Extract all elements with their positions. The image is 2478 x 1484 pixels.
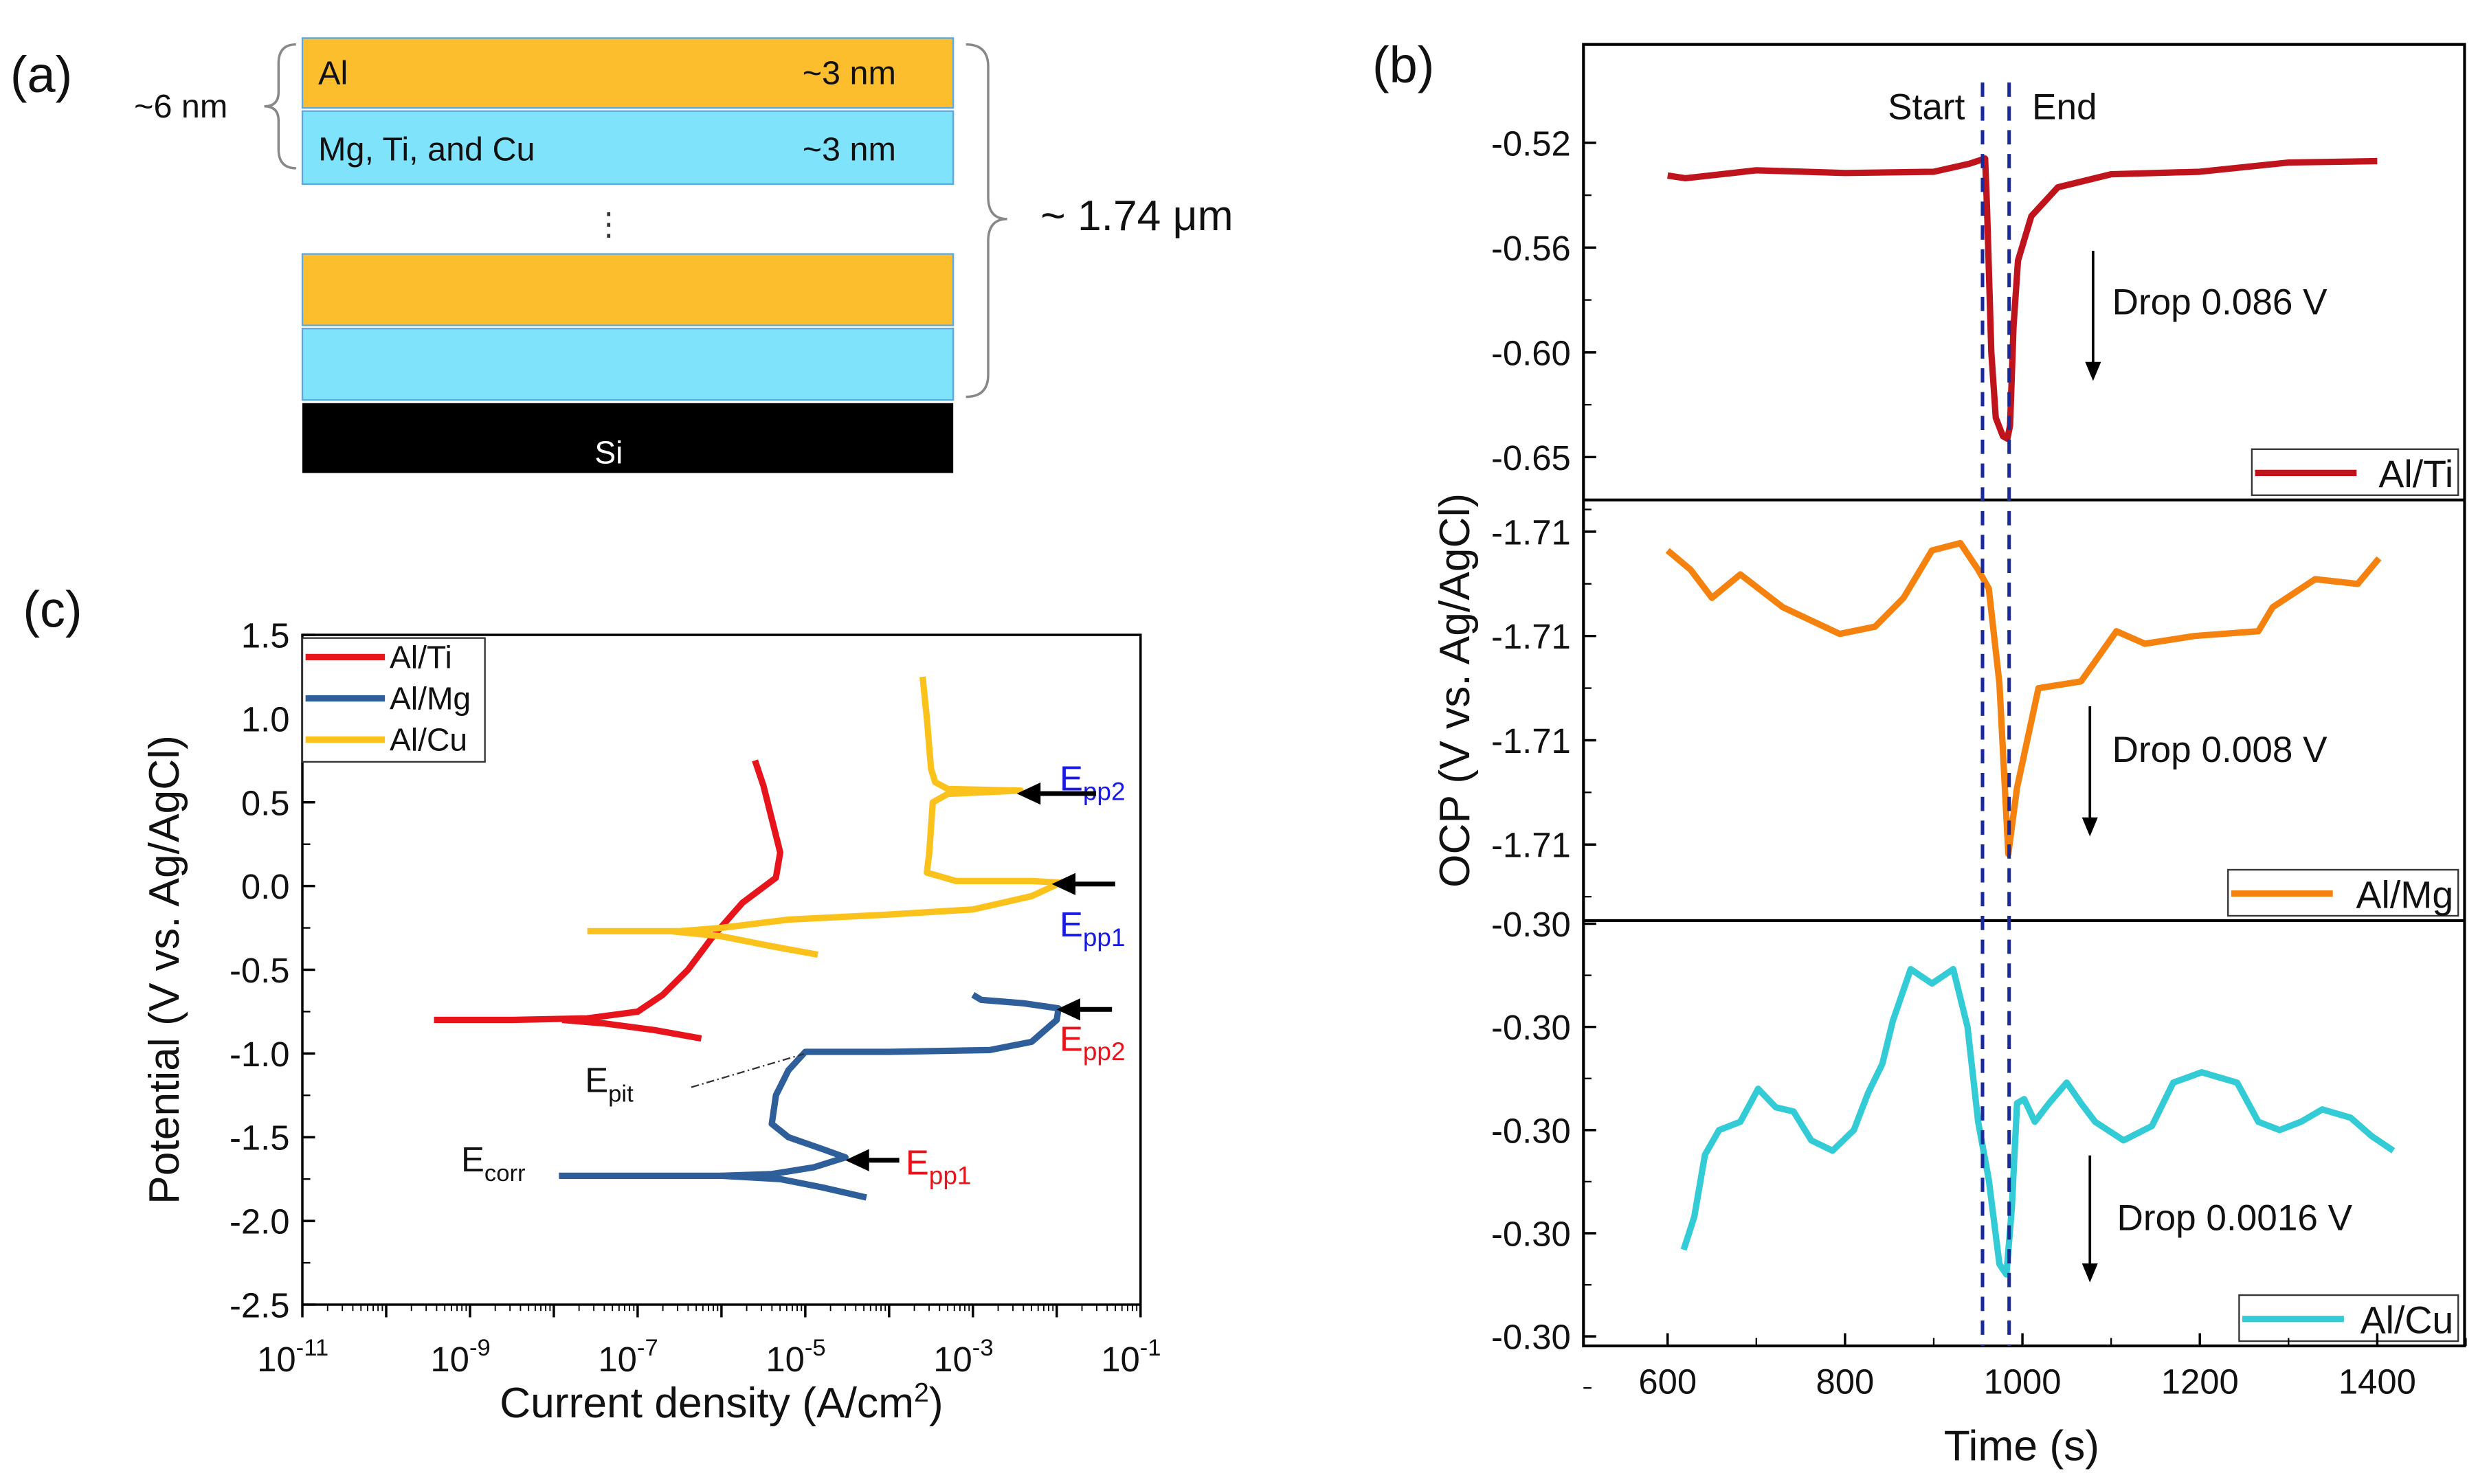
y-tick-label: 0.0 xyxy=(241,867,290,906)
y-tick-label: -1.0 xyxy=(230,1035,290,1074)
panel-a-layer-diagram: (a) Al ~3 nm Mg, Ti, and Cu ~3 nm ⋮ Si ~… xyxy=(10,37,1234,473)
x-tick-label: 10-3 xyxy=(933,1335,993,1379)
y-tick-label-al-mg: -1.71 xyxy=(1491,513,1571,552)
x-tick-label: 10-7 xyxy=(598,1335,658,1379)
y-tick-label: -2.0 xyxy=(230,1202,290,1241)
anodic-curve-al-mg xyxy=(559,992,1062,1179)
panel-c-polarization-chart: (c) Potential (V vs. Ag/AgCl) Current de… xyxy=(23,581,1161,1427)
cathodic-curve-al-ti xyxy=(561,1016,702,1042)
bilayer-brace xyxy=(264,43,296,170)
substrate-label: Si xyxy=(594,435,623,471)
drop-annotation-al-mg: Drop 0.008 V xyxy=(2112,730,2328,770)
bilayer-thickness-label: ~6 nm xyxy=(134,88,227,125)
x-tick-label: 10-5 xyxy=(766,1335,825,1379)
panel-label-b: (b) xyxy=(1372,36,1434,93)
epit-leader-line xyxy=(691,1053,805,1088)
drop-annotation-al-ti: Drop 0.086 V xyxy=(2112,282,2328,322)
anodic-curve-al-cu xyxy=(587,676,1064,934)
y-tick-label-al-cu: -0.30 xyxy=(1491,1214,1571,1253)
arrow-epp1-al-mg xyxy=(845,1149,900,1171)
cathodic-curve-al-mg xyxy=(721,1172,867,1201)
y-tick-label-al-ti: -0.60 xyxy=(1491,333,1571,372)
y-tick-label-al-ti: -0.56 xyxy=(1491,229,1571,268)
x-tick-label: 1200 xyxy=(2161,1362,2239,1401)
end-marker-label: End xyxy=(2032,87,2097,127)
y-tick-label-al-cu: -0.30 xyxy=(1491,1318,1571,1357)
x-tick-label: 10-11 xyxy=(257,1335,328,1379)
layer-metal-thickness: ~3 nm xyxy=(803,131,896,168)
y-tick-label-al-ti: -0.52 xyxy=(1491,124,1571,163)
y-tick-label-al-cu: -0.30 xyxy=(1491,1111,1571,1150)
epit-label: Epit xyxy=(585,1060,634,1107)
start-marker-label: Start xyxy=(1888,87,1965,127)
legend-label-al-mg: Al/Mg xyxy=(390,681,471,717)
layer-metal-bottom xyxy=(301,328,955,401)
ecorr-label: Ecorr xyxy=(461,1140,526,1187)
y-tick-label: 0.5 xyxy=(241,783,290,822)
y-tick-label-al-mg: -1.71 xyxy=(1491,721,1571,761)
y-tick-label-al-cu: -0.30 xyxy=(1491,1008,1571,1047)
substrate-si xyxy=(302,403,954,473)
legend-label-al-cu: Al/Cu xyxy=(390,722,467,758)
y-tick-label-al-ti: -0.65 xyxy=(1491,438,1571,477)
arrow-epp2-al-cu xyxy=(1016,782,1097,805)
x-tick-label: 600 xyxy=(1638,1362,1697,1401)
panel-b-ocp-chart: (b) OCP (V vs. Ag/AgCl) Time (s) Start E… xyxy=(1372,36,2467,1470)
layer-metal-top xyxy=(301,110,955,186)
layer-al-thickness: ~3 nm xyxy=(803,54,896,91)
x-tick-label: 1400 xyxy=(2339,1362,2416,1401)
y-tick-label: 1.5 xyxy=(241,616,290,655)
y-tick-label-al-mg: -1.71 xyxy=(1491,826,1571,865)
ocp-x-axis-label: Time (s) xyxy=(1944,1422,2099,1470)
series-line-al-ti xyxy=(1667,155,2378,442)
cathodic-curve-al-cu xyxy=(671,928,818,958)
layer-al-label: Al xyxy=(318,54,348,91)
polarization-x-axis-label: Current density (A/cm2) xyxy=(500,1378,944,1427)
x-tick-label: 10-9 xyxy=(430,1335,490,1379)
panel-label-c: (c) xyxy=(23,581,82,638)
repeat-marker: ⋮ xyxy=(593,206,625,242)
legend-label-al-ti: Al/Ti xyxy=(2378,453,2453,495)
legend-label-al-cu: Al/Cu xyxy=(2360,1299,2454,1342)
x-tick-label: 800 xyxy=(1816,1362,1875,1401)
epp1-label-al-mg: Epp1 xyxy=(906,1143,972,1190)
epp2-label-al-cu: Epp2 xyxy=(1060,758,1126,805)
x-tick-label: 1000 xyxy=(1984,1362,2062,1401)
y-tick-label-al-cu: -0.30 xyxy=(1491,905,1571,944)
y-tick-label: -0.5 xyxy=(230,951,290,990)
y-tick-label-al-mg: -1.71 xyxy=(1491,617,1571,656)
panel-label-a: (a) xyxy=(10,46,72,103)
epp2-label-al-mg: Epp2 xyxy=(1060,1019,1126,1066)
drop-arrow-head xyxy=(2081,1263,2098,1283)
legend-label-al-mg: Al/Mg xyxy=(2356,873,2454,916)
polarization-y-axis-label: Potential (V vs. Ag/AgCl) xyxy=(141,735,188,1204)
layer-metal-label: Mg, Ti, and Cu xyxy=(318,131,535,168)
y-tick-label: 1.0 xyxy=(241,699,290,739)
drop-arrow-head xyxy=(2085,361,2101,381)
plot-frame xyxy=(1582,43,2466,1348)
total-brace xyxy=(965,43,1007,398)
total-thickness-label: ~ 1.74 μm xyxy=(1040,192,1233,240)
ocp-y-axis-label: OCP (V vs. Ag/AgCl) xyxy=(1431,493,1479,888)
arrow-epp2-al-mg xyxy=(1056,998,1113,1021)
y-tick-label: -1.5 xyxy=(230,1118,290,1158)
anodic-curve-al-ti xyxy=(434,759,783,1024)
epp1-label-al-cu: Epp1 xyxy=(1060,905,1126,952)
layer-al-top xyxy=(301,37,955,109)
x-tick-label: 10-1 xyxy=(1101,1335,1161,1379)
y-tick-label: -2.5 xyxy=(230,1285,290,1325)
series-line-al-cu xyxy=(1680,965,2396,1278)
layer-al-bottom xyxy=(301,253,955,326)
legend-label-al-ti: Al/Ti xyxy=(390,640,452,675)
drop-annotation-al-cu: Drop 0.0016 V xyxy=(2117,1198,2353,1238)
drop-arrow-head xyxy=(2081,817,2098,837)
series-line-al-mg xyxy=(1665,539,2382,857)
arrow-epp1-al-cu xyxy=(1051,873,1115,895)
